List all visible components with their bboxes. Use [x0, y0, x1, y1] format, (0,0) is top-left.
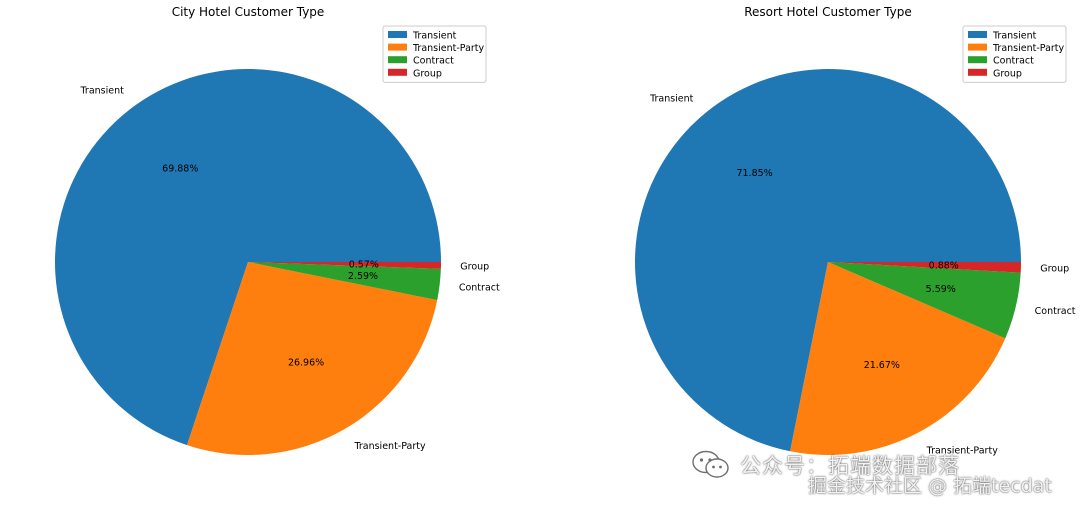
- watermark-account: 公众号：拓端数据部落: [740, 454, 960, 478]
- percent-label-transient-party: 21.67%: [864, 360, 900, 371]
- category-label-group: Group: [1040, 263, 1069, 274]
- legend-swatch-transient: [968, 31, 987, 38]
- chart-title: City Hotel Customer Type: [172, 5, 325, 19]
- pie-chart-2: Resort Hotel Customer Type 71.85% Transien…: [634, 5, 1076, 456]
- legend-label-transient-party: Transient-Party: [992, 43, 1065, 54]
- legend-swatch-transient-party: [388, 43, 407, 51]
- pie-slice-group: [828, 262, 1021, 273]
- category-label-contract: Contract: [459, 282, 500, 293]
- category-label-transient-party: Transient-Party: [926, 445, 999, 456]
- pie-slice-contract: [248, 262, 441, 301]
- percent-label-group: 0.57%: [349, 260, 379, 271]
- legend-frame: [962, 25, 1067, 83]
- percent-label-contract: 5.59%: [926, 284, 956, 295]
- category-label-transient-party: Transient-Party: [353, 441, 426, 452]
- legend-swatch-transient-party: [968, 43, 987, 51]
- chart-title: Resort Hotel Customer Type: [744, 5, 912, 19]
- pie-slice-group: [248, 262, 441, 269]
- legend-label-group: Group: [993, 68, 1022, 79]
- pie-slice-contract: [828, 262, 1021, 339]
- wechat-logo-icon: [692, 450, 729, 478]
- legend-swatch-contract: [388, 56, 407, 64]
- legend-label-transient: Transient: [992, 31, 1037, 42]
- legend-label-contract: Contract: [413, 56, 454, 67]
- legend-swatch-transient: [388, 31, 407, 38]
- pie-slice-transient-party: [186, 262, 438, 455]
- legend-swatch-group: [968, 68, 987, 76]
- legend-swatch-group: [388, 68, 407, 76]
- legend-label-transient-party: Transient-Party: [412, 43, 485, 54]
- legend-swatch-contract: [968, 56, 987, 64]
- legend-label-transient: Transient: [412, 31, 457, 42]
- percent-label-contract: 2.59%: [348, 271, 378, 282]
- percent-label-transient-party: 26.96%: [288, 358, 324, 369]
- percent-label-transient: 71.85%: [736, 168, 772, 179]
- percent-label-group: 0.88%: [929, 261, 959, 272]
- category-label-group: Group: [460, 261, 489, 272]
- watermark-community: 掘金技术社区 @ 拓端tecdat: [808, 475, 1052, 497]
- legend-frame: [382, 25, 487, 83]
- pie-slice-transient-party: [790, 262, 1006, 455]
- pie-chart-1: City Hotel Customer Type 69.88% Transient 2…: [54, 5, 500, 455]
- legend-label-group: Group: [413, 68, 442, 79]
- percent-label-transient: 69.88%: [162, 164, 198, 175]
- pie-slice-transient: [54, 68, 441, 446]
- category-label-transient: Transient: [80, 85, 125, 96]
- legend-label-contract: Contract: [993, 56, 1034, 67]
- category-label-contract: Contract: [1035, 306, 1076, 317]
- category-label-transient: Transient: [649, 93, 694, 104]
- pie-slice-transient: [634, 69, 1021, 452]
